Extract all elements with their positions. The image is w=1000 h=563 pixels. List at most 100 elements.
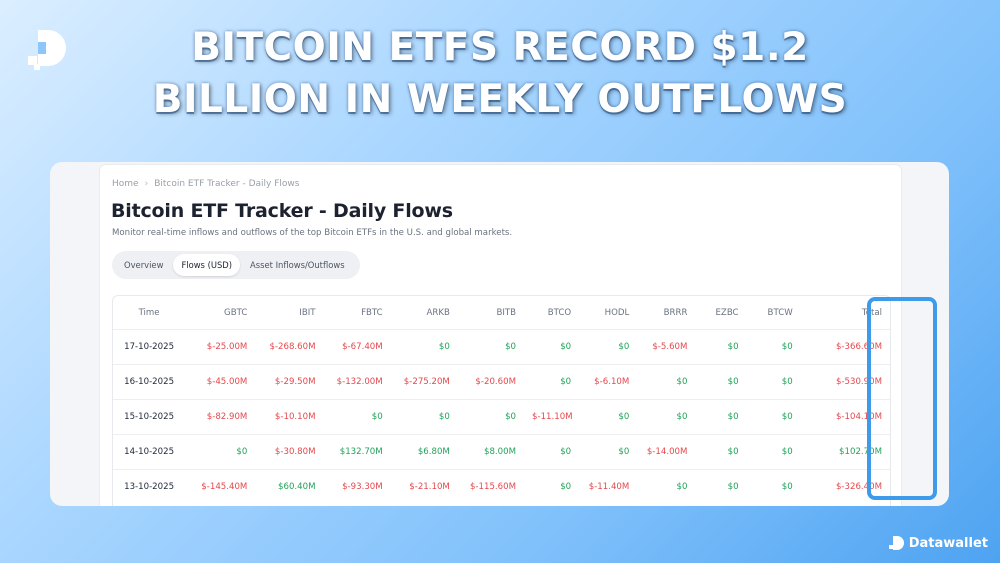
date-cell: 17-10-2025 (113, 329, 186, 365)
table-row: 15-10-2025 $-82.90M $-10.10M $0 $0 $0 $-11.10M… (113, 399, 890, 435)
column-header-fbtc: FBTC (361, 307, 383, 318)
flow-cell-ibit: $-30.80M (255, 434, 324, 470)
headline-line-1: BITCOIN ETFS RECORD $1.2 (191, 25, 809, 70)
table-body: 17-10-2025 $-25.00M $-268.60M $-67.40M $0 $0 $… (113, 329, 890, 504)
column-header-arkb: ARKB (426, 307, 450, 318)
datawallet-mark-icon (888, 536, 904, 550)
breadcrumb-current: Bitcoin ETF Tracker - Daily Flows (154, 179, 300, 189)
flow-cell-ibit: $60.40M (255, 469, 324, 504)
flow-cell-gbtc: $-45.00M (185, 364, 256, 400)
column-header-hodl: HODL (604, 307, 630, 318)
flow-cell-gbtc: $-82.90M (185, 399, 256, 435)
flow-cell-hodl: $-11.40M (579, 469, 638, 504)
table-header-row: Time GBTC IBIT FBTC ARKB BITB BTCO HODL BRRR EZBC… (113, 296, 890, 330)
flow-cell-hodl: $-6.10M (579, 364, 638, 400)
flow-cell-brrr: $0 (637, 469, 696, 504)
page-title: Bitcoin ETF Tracker - Daily Flows (111, 200, 453, 222)
date-cell: 14-10-2025 (113, 434, 186, 470)
breadcrumb: Home › Bitcoin ETF Tracker - Daily Flows (112, 179, 299, 189)
flow-cell-hodl: $0 (579, 329, 638, 365)
flow-cell-ezbc: $0 (695, 469, 747, 504)
flow-cell-hodl: $0 (579, 399, 638, 435)
brand-footer: Datawallet (888, 535, 988, 551)
datawallet-logo-icon (28, 30, 66, 70)
flow-cell-gbtc: $0 (185, 434, 256, 470)
flow-cell-gbtc: $-145.40M (185, 469, 256, 504)
flow-cell-ezbc: $0 (695, 329, 747, 365)
flow-cell-btcw: $0 (746, 399, 801, 435)
flow-cell-btco: $0 (524, 364, 580, 400)
breadcrumb-home[interactable]: Home (112, 179, 139, 189)
breadcrumb-separator-icon: › (144, 179, 149, 189)
date-cell: 13-10-2025 (113, 469, 186, 504)
column-header-btco: BTCO (547, 307, 572, 318)
column-header-ezbc: EZBC (715, 307, 739, 318)
screenshot-card: Home › Bitcoin ETF Tracker - Daily Flows… (50, 162, 949, 506)
date-cell: 15-10-2025 (113, 399, 186, 435)
page-subtitle: Monitor real-time inflows and outflows o… (112, 228, 513, 238)
table-row: 17-10-2025 $-25.00M $-268.60M $-67.40M $0 $0 $… (113, 329, 890, 365)
headline-line-2: BILLION IN WEEKLY OUTFLOWS (152, 77, 848, 122)
flow-cell-ibit: $-29.50M (255, 364, 324, 400)
flow-cell-total: $-366.60M (800, 329, 890, 365)
flow-cell-fbtc: $132.70M (323, 434, 391, 470)
flows-table-container: Time GBTC IBIT FBTC ARKB BITB BTCO HODL BRRR EZBC… (112, 295, 891, 506)
column-header-gbtc: GBTC (224, 307, 248, 318)
flow-cell-btcw: $0 (746, 329, 801, 365)
headline: BITCOIN ETFS RECORD $1.2 BILLION IN WEEK… (70, 22, 930, 126)
flow-cell-bitb: $0 (457, 399, 525, 435)
flow-cell-total: $-530.90M (800, 364, 890, 400)
flow-cell-btcw: $0 (746, 364, 801, 400)
flow-cell-ezbc: $0 (695, 364, 747, 400)
flow-cell-hodl: $0 (579, 434, 638, 470)
table-row: 14-10-2025 $0 $-30.80M $132.70M $6.80M $8.00M… (113, 434, 890, 470)
flow-cell-btco: $0 (524, 329, 580, 365)
flow-cell-bitb: $8.00M (457, 434, 525, 470)
flow-cell-btco: $0 (524, 434, 580, 470)
flow-cell-bitb: $-115.60M (457, 469, 525, 504)
tab-asset-inflows-outflows[interactable]: Asset Inflows/Outflows (250, 260, 345, 270)
brand-name: Datawallet (908, 535, 988, 551)
flow-cell-total: $102.70M (800, 434, 890, 470)
flow-cell-ibit: $-10.10M (255, 399, 324, 435)
tab-overview[interactable]: Overview (124, 260, 164, 270)
total-column-highlight (867, 297, 937, 500)
flow-cell-arkb: $0 (390, 399, 458, 435)
flow-cell-bitb: $0 (457, 329, 525, 365)
flow-cell-fbtc: $-93.30M (323, 469, 391, 504)
flow-cell-btco: $-11.10M (524, 399, 580, 435)
column-header-total: Total (861, 307, 882, 318)
flow-cell-btcw: $0 (746, 469, 801, 504)
flow-cell-brrr: $-5.60M (637, 329, 696, 365)
flow-cell-gbtc: $-25.00M (185, 329, 256, 365)
flow-cell-arkb: $-275.20M (390, 364, 458, 400)
flow-cell-ezbc: $0 (695, 434, 747, 470)
tab-flows-usd[interactable]: Flows (USD) (173, 254, 241, 276)
flow-cell-arkb: $0 (390, 329, 458, 365)
flow-cell-ezbc: $0 (695, 399, 747, 435)
view-tabs: Overview Flows (USD) Asset Inflows/Outfl… (112, 251, 360, 279)
flow-cell-fbtc: $0 (323, 399, 391, 435)
flow-cell-total: $-104.10M (800, 399, 890, 435)
table-row: 13-10-2025 $-145.40M $60.40M $-93.30M $-21.1… (113, 469, 890, 504)
flow-cell-brrr: $0 (637, 364, 696, 400)
column-header-time: Time (138, 307, 160, 318)
flow-cell-arkb: $-21.10M (390, 469, 458, 504)
column-header-brrr: BRRR (663, 307, 688, 318)
column-header-bitb: BITB (496, 307, 517, 318)
flow-cell-arkb: $6.80M (390, 434, 458, 470)
flow-cell-ibit: $-268.60M (255, 329, 324, 365)
flow-cell-btco: $0 (524, 469, 580, 504)
flows-table: Time GBTC IBIT FBTC ARKB BITB BTCO HODL BRRR EZBC… (113, 296, 890, 504)
tracker-panel: Home › Bitcoin ETF Tracker - Daily Flows… (100, 165, 937, 506)
column-header-ibit: IBIT (299, 307, 316, 318)
flow-cell-brrr: $-14.00M (637, 434, 696, 470)
flow-cell-brrr: $0 (637, 399, 696, 435)
column-header-btcw: BTCW (767, 307, 793, 318)
flow-cell-fbtc: $-132.00M (323, 364, 391, 400)
flow-cell-bitb: $-20.60M (457, 364, 525, 400)
date-cell: 16-10-2025 (113, 364, 186, 400)
flow-cell-fbtc: $-67.40M (323, 329, 391, 365)
flow-cell-btcw: $0 (746, 434, 801, 470)
table-row: 16-10-2025 $-45.00M $-29.50M $-132.00M $-275… (113, 364, 890, 400)
